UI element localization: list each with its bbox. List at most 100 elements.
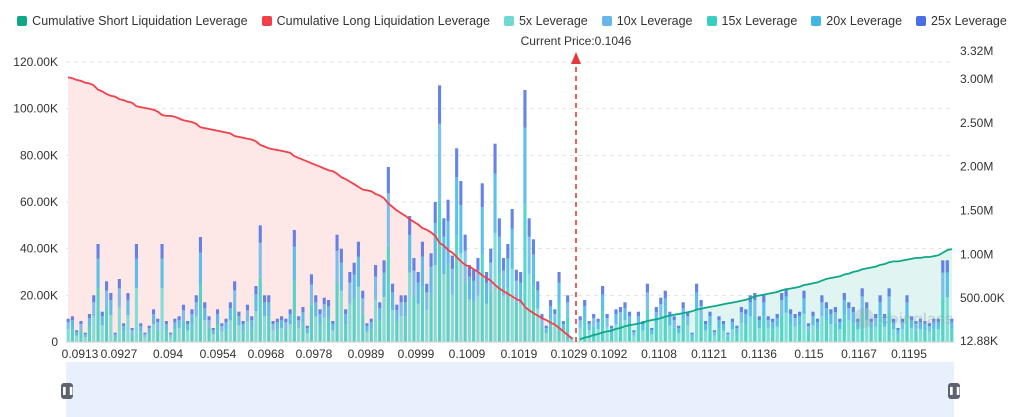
long-bar — [485, 282, 489, 304]
long-bar — [455, 148, 459, 178]
short-bar — [789, 314, 793, 324]
short-bar — [681, 308, 685, 321]
long-bar — [331, 330, 335, 342]
long-bar — [459, 253, 463, 342]
short-bar — [909, 327, 914, 342]
legend-item[interactable]: 25x Leverage — [916, 14, 1007, 28]
long-bar — [233, 290, 237, 309]
long-bar — [258, 242, 262, 278]
slider-right-handle[interactable]: ❚❚ — [948, 383, 961, 399]
long-bar — [412, 295, 416, 342]
short-bar — [668, 325, 672, 342]
short-bar — [847, 302, 851, 309]
long-bar — [173, 329, 177, 342]
long-bar — [228, 320, 232, 342]
long-bar — [493, 143, 497, 174]
long-bar — [297, 327, 301, 342]
long-bar — [96, 244, 100, 259]
zoom-slider-track[interactable] — [66, 362, 954, 417]
long-bar — [105, 281, 109, 291]
long-bar — [100, 325, 104, 342]
short-bar — [824, 302, 828, 309]
long-bar — [365, 326, 369, 332]
long-bar — [79, 321, 83, 325]
long-bar — [420, 241, 424, 257]
long-bar — [386, 167, 390, 194]
short-bar — [596, 318, 600, 323]
long-bar — [467, 299, 471, 342]
short-bar — [583, 300, 587, 307]
short-bar — [587, 324, 591, 331]
long-bar — [301, 307, 305, 313]
long-bar — [395, 304, 399, 311]
short-bar — [833, 312, 837, 323]
long-bar — [203, 320, 207, 342]
legend-item[interactable]: Cumulative Short Liquidation Leverage — [17, 14, 248, 28]
long-bar — [489, 262, 493, 291]
long-bar — [412, 258, 416, 271]
long-bar — [181, 304, 185, 311]
legend-item[interactable]: 15x Leverage — [706, 14, 797, 28]
short-bar — [721, 321, 726, 325]
long-bar — [335, 283, 339, 342]
long-bar — [553, 314, 557, 324]
short-bar — [704, 321, 708, 325]
right-axis-tick: 500.00K — [960, 291, 1005, 305]
long-bar — [173, 318, 177, 323]
long-bar — [476, 270, 480, 296]
long-bar — [87, 326, 91, 342]
long-bar — [561, 321, 565, 325]
slider-left-handle[interactable]: ❚❚ — [61, 383, 74, 399]
short-bar — [587, 321, 591, 325]
x-axis-tick: 0.1029 — [551, 347, 588, 361]
x-axis-tick: 0.1136 — [741, 347, 777, 361]
short-bar — [918, 318, 922, 323]
long-bar — [258, 225, 262, 243]
long-bar — [361, 298, 365, 314]
long-bar — [506, 288, 510, 342]
long-bar — [514, 269, 518, 281]
short-bar — [730, 329, 734, 342]
short-bar — [950, 322, 954, 330]
short-bar — [708, 325, 712, 342]
long-bar — [156, 318, 160, 323]
legend-item[interactable]: 5x Leverage — [503, 14, 588, 28]
long-bar — [374, 265, 378, 277]
long-bar — [216, 309, 220, 315]
long-bar — [335, 234, 339, 251]
coinglass-watermark: coinglass — [880, 311, 954, 328]
long-bar — [438, 200, 442, 342]
long-bar — [322, 304, 326, 318]
long-bar — [514, 302, 518, 342]
long-bar — [570, 338, 574, 340]
long-bar — [510, 268, 514, 343]
short-bar — [892, 318, 896, 323]
long-bar — [356, 256, 360, 287]
short-bar — [941, 260, 945, 273]
legend-item[interactable]: 10x Leverage — [601, 14, 693, 28]
long-bar — [267, 316, 271, 342]
short-bar — [712, 335, 717, 342]
long-bar — [220, 326, 224, 332]
x-axis-tick: 0.1167 — [841, 347, 877, 361]
long-bar — [83, 334, 87, 337]
legend-item[interactable]: 20x Leverage — [811, 14, 902, 28]
long-bar — [399, 302, 403, 317]
short-bar — [596, 329, 600, 342]
legend-item[interactable]: Cumulative Long Liquidation Leverage — [261, 14, 490, 28]
long-bar — [130, 328, 134, 331]
short-bar — [815, 322, 820, 330]
long-bar — [275, 322, 279, 330]
short-bar — [793, 314, 797, 319]
legend-label: 10x Leverage — [616, 14, 693, 28]
long-bar — [152, 324, 156, 342]
short-bar — [672, 327, 676, 342]
short-bar — [865, 302, 869, 309]
short-bar — [923, 321, 927, 325]
long-bar — [557, 282, 561, 304]
long-bar — [331, 324, 335, 331]
short-bar — [654, 307, 658, 313]
long-bar — [305, 325, 309, 329]
short-bar — [686, 325, 690, 342]
long-bar — [70, 327, 74, 342]
